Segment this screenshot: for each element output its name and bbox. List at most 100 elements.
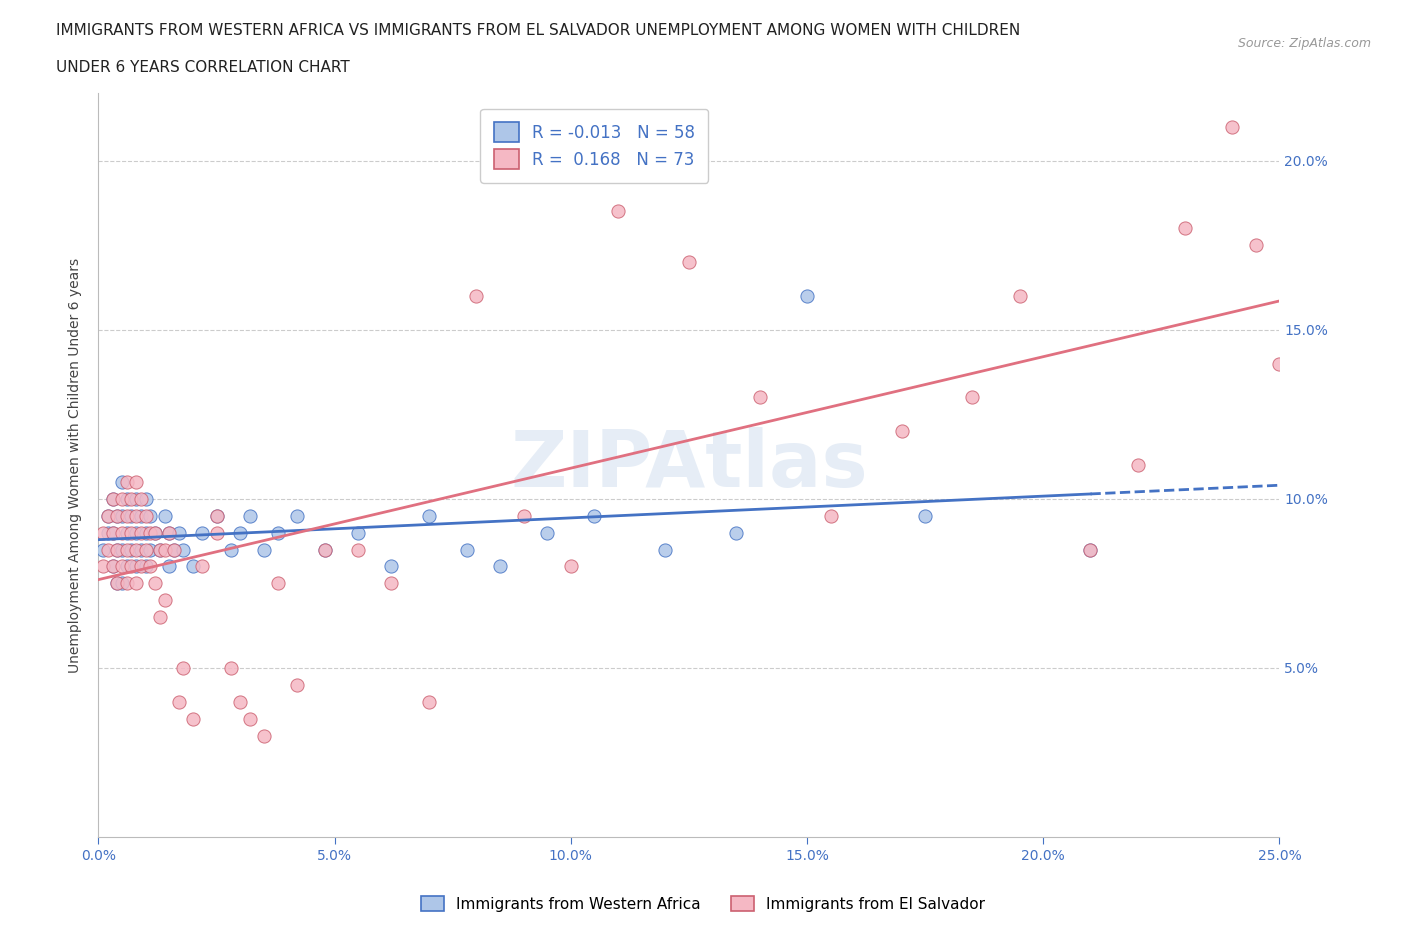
- Point: [115, 559, 138, 574]
- Point: [91, 542, 114, 557]
- Point: [153, 592, 176, 607]
- Point: [91, 525, 114, 540]
- Point: [143, 525, 166, 540]
- Point: [139, 509, 162, 524]
- Point: [115, 474, 138, 489]
- Point: [121, 542, 143, 557]
- Point: [125, 491, 148, 506]
- Point: [129, 491, 152, 506]
- Point: [654, 542, 676, 557]
- Point: [253, 542, 276, 557]
- Point: [97, 509, 120, 524]
- Point: [105, 509, 128, 524]
- Point: [97, 542, 120, 557]
- Point: [129, 559, 152, 574]
- Point: [111, 542, 134, 557]
- Point: [253, 728, 276, 743]
- Point: [153, 542, 176, 557]
- Point: [191, 525, 214, 540]
- Point: [181, 711, 204, 726]
- Point: [1244, 238, 1267, 253]
- Point: [796, 288, 818, 303]
- Point: [267, 576, 290, 591]
- Point: [347, 525, 370, 540]
- Point: [111, 559, 134, 574]
- Point: [115, 576, 138, 591]
- Point: [205, 509, 228, 524]
- Point: [607, 204, 630, 219]
- Point: [135, 525, 157, 540]
- Point: [285, 677, 308, 692]
- Point: [820, 509, 842, 524]
- Point: [121, 525, 143, 540]
- Point: [1292, 204, 1315, 219]
- Point: [121, 559, 143, 574]
- Legend: Immigrants from Western Africa, Immigrants from El Salvador: Immigrants from Western Africa, Immigran…: [415, 889, 991, 918]
- Point: [153, 509, 176, 524]
- Point: [105, 509, 128, 524]
- Point: [890, 424, 912, 439]
- Point: [456, 542, 478, 557]
- Point: [125, 576, 148, 591]
- Text: IMMIGRANTS FROM WESTERN AFRICA VS IMMIGRANTS FROM EL SALVADOR UNEMPLOYMENT AMONG: IMMIGRANTS FROM WESTERN AFRICA VS IMMIGR…: [56, 23, 1021, 38]
- Point: [139, 525, 162, 540]
- Point: [239, 509, 262, 524]
- Point: [1080, 542, 1102, 557]
- Point: [1126, 458, 1149, 472]
- Point: [111, 474, 134, 489]
- Point: [125, 509, 148, 524]
- Point: [135, 509, 157, 524]
- Point: [167, 695, 190, 710]
- Text: UNDER 6 YEARS CORRELATION CHART: UNDER 6 YEARS CORRELATION CHART: [56, 60, 350, 75]
- Point: [115, 509, 138, 524]
- Point: [536, 525, 558, 540]
- Point: [418, 509, 440, 524]
- Text: Source: ZipAtlas.com: Source: ZipAtlas.com: [1237, 37, 1371, 50]
- Point: [105, 542, 128, 557]
- Point: [111, 509, 134, 524]
- Point: [135, 491, 157, 506]
- Point: [111, 491, 134, 506]
- Text: ZIPAtlas: ZIPAtlas: [510, 427, 868, 503]
- Point: [163, 542, 186, 557]
- Point: [157, 559, 180, 574]
- Point: [129, 509, 152, 524]
- Point: [1268, 356, 1291, 371]
- Point: [748, 390, 770, 405]
- Point: [157, 525, 180, 540]
- Point: [219, 542, 242, 557]
- Point: [101, 525, 124, 540]
- Point: [105, 576, 128, 591]
- Point: [91, 559, 114, 574]
- Point: [229, 695, 252, 710]
- Point: [1220, 119, 1243, 134]
- Point: [380, 559, 402, 574]
- Point: [97, 525, 120, 540]
- Point: [143, 576, 166, 591]
- Point: [347, 542, 370, 557]
- Legend: R = -0.013   N = 58, R =  0.168   N = 73: R = -0.013 N = 58, R = 0.168 N = 73: [481, 109, 709, 183]
- Point: [121, 509, 143, 524]
- Point: [1008, 288, 1031, 303]
- Point: [489, 559, 512, 574]
- Point: [115, 491, 138, 506]
- Point: [139, 559, 162, 574]
- Point: [205, 525, 228, 540]
- Point: [129, 542, 152, 557]
- Point: [157, 525, 180, 540]
- Point: [583, 509, 606, 524]
- Point: [560, 559, 582, 574]
- Point: [380, 576, 402, 591]
- Point: [1316, 305, 1339, 320]
- Point: [125, 474, 148, 489]
- Point: [172, 542, 194, 557]
- Point: [111, 576, 134, 591]
- Point: [172, 660, 194, 675]
- Point: [135, 542, 157, 557]
- Point: [143, 525, 166, 540]
- Point: [101, 559, 124, 574]
- Point: [725, 525, 748, 540]
- Point: [267, 525, 290, 540]
- Point: [285, 509, 308, 524]
- Point: [101, 491, 124, 506]
